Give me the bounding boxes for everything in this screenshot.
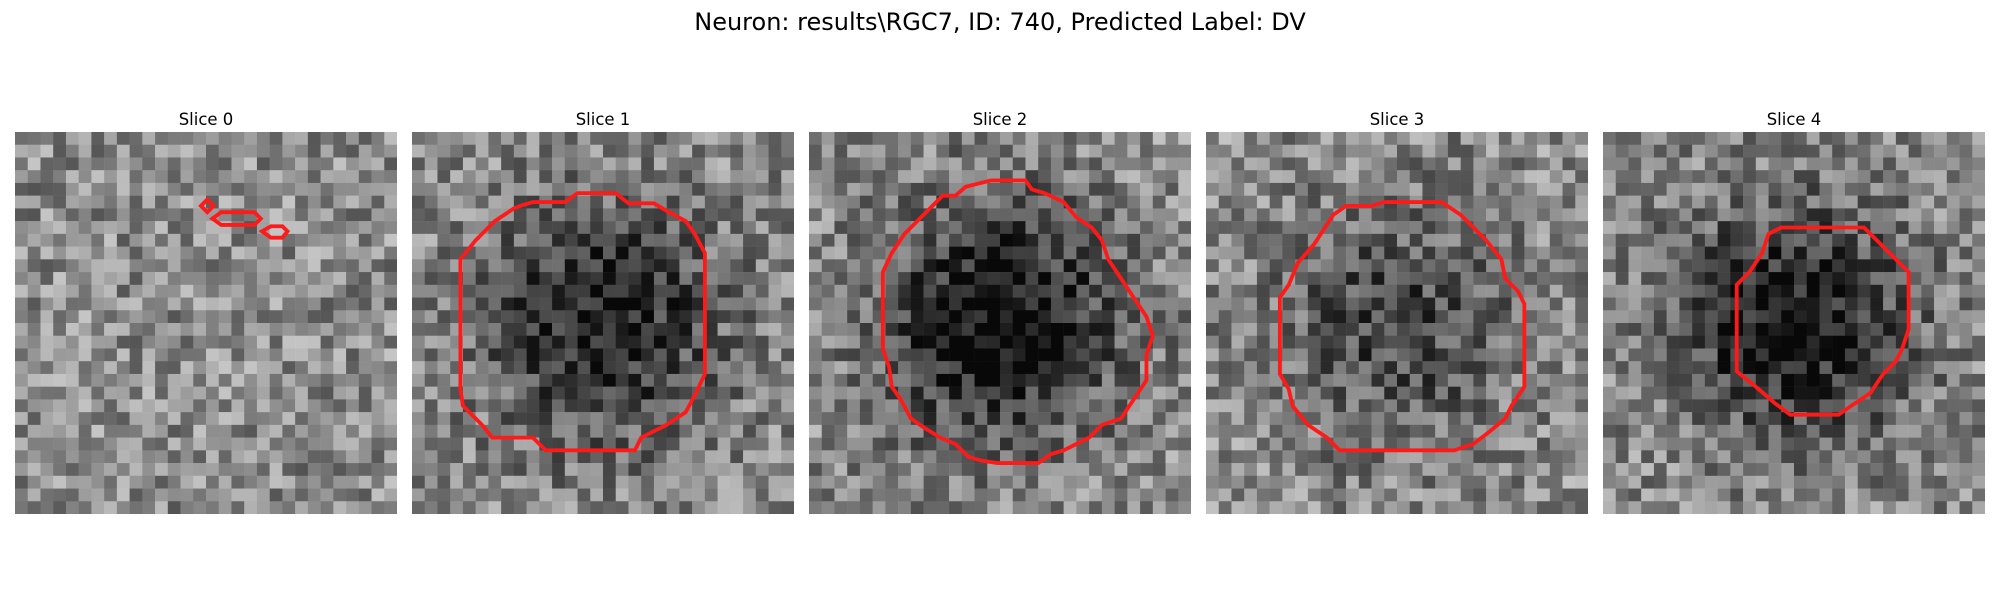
pixel-grid — [412, 132, 794, 514]
roi-contour — [198, 196, 291, 240]
roi-contour — [1734, 225, 1911, 417]
pixel-grid — [809, 132, 1191, 514]
slice-panel-2: Slice 2 — [809, 108, 1191, 514]
slice-image — [15, 132, 397, 514]
slice-image — [809, 132, 1191, 514]
slice-image — [1206, 132, 1588, 514]
slice-panel-4: Slice 4 — [1603, 108, 1985, 514]
slice-title: Slice 4 — [1766, 110, 1822, 129]
slice-title: Slice 1 — [575, 110, 631, 129]
figure-title: Neuron: results\RGC7, ID: 740, Predicted… — [694, 8, 1306, 36]
roi-contour — [1277, 200, 1527, 453]
roi-contour — [880, 178, 1155, 465]
pixel-grid — [1206, 132, 1588, 514]
slice-panel-1: Slice 1 — [412, 108, 794, 514]
pixel-grid — [15, 132, 397, 514]
slice-panel-3: Slice 3 — [1206, 108, 1588, 514]
slice-panel-0: Slice 0 — [15, 108, 397, 514]
slice-title: Slice 0 — [178, 110, 234, 129]
slice-image — [1603, 132, 1985, 514]
pixel-grid — [1603, 132, 1985, 514]
slice-title: Slice 2 — [972, 110, 1028, 129]
slice-title: Slice 3 — [1369, 110, 1425, 129]
slice-image — [412, 132, 794, 514]
roi-contour — [458, 191, 707, 453]
